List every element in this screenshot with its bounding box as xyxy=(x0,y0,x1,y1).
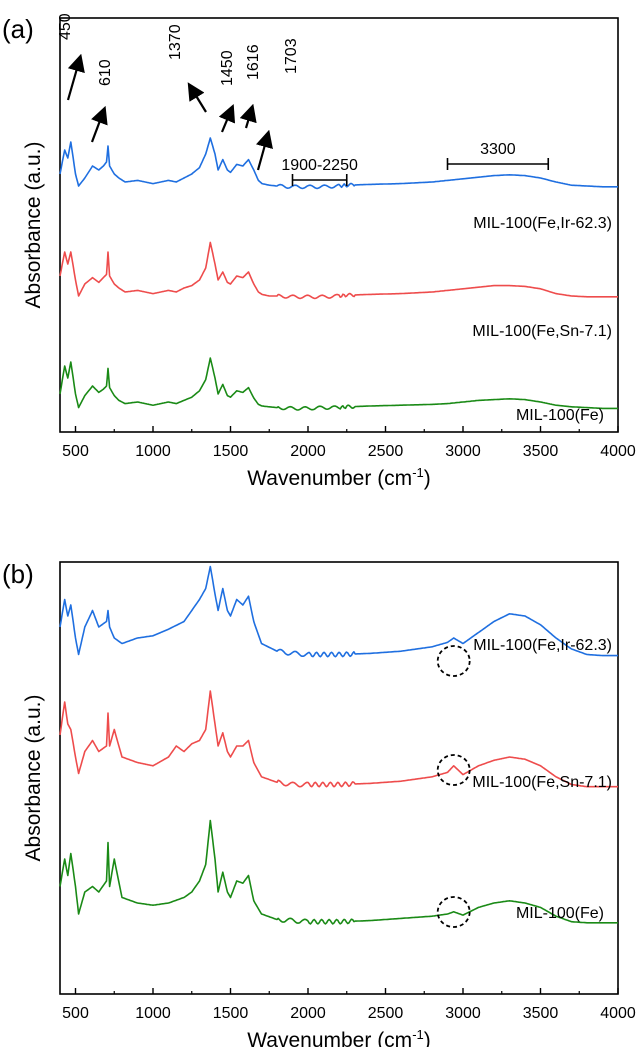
panel-a: (a) 500 1000 1500 2000 2500 3000 3500 4000 Wavenu… xyxy=(2,13,636,490)
plot-frame xyxy=(59,561,619,995)
x-tick-label: 500 xyxy=(62,1005,89,1022)
x-tick-label: 1500 xyxy=(213,1005,249,1022)
x-tick-label: 500 xyxy=(62,443,89,460)
x-tick-label: 1000 xyxy=(135,1005,171,1022)
series-line-mil-100-fe- xyxy=(59,357,618,411)
x-axis-title-sup: -1 xyxy=(412,1027,424,1042)
x-axis-title: Wavenumber (cm-1) xyxy=(247,465,431,490)
peak-label: 450 xyxy=(57,13,74,40)
peak-label: 1450 xyxy=(219,50,236,86)
x-tick-label: 4000 xyxy=(600,1005,636,1022)
series-label: MIL-100(Fe) xyxy=(516,905,604,922)
peak-arrow xyxy=(90,105,108,143)
x-tick-label: 2000 xyxy=(290,1005,326,1022)
peak-arrow xyxy=(187,82,207,113)
y-axis-title: Absorbance (a.u.) xyxy=(22,142,45,309)
plot-frame xyxy=(59,17,619,433)
x-axis-title-tail: ) xyxy=(424,1029,431,1047)
panel-label: (b) xyxy=(2,559,34,589)
x-axis-title-tail: ) xyxy=(424,467,431,490)
peak-arrow xyxy=(218,103,236,133)
x-tick-label: 4000 xyxy=(600,443,636,460)
series-label: MIL-100(Fe,Sn-7.1) xyxy=(472,774,612,791)
peak-label: 1370 xyxy=(167,24,184,60)
range-label: 1900-2250 xyxy=(281,157,358,174)
highlight-circle xyxy=(436,754,471,786)
panel-b: (b) 500 1000 1500 2000 2500 3000 3500 4000 Wavenu… xyxy=(2,559,636,1047)
x-tick-label: 3000 xyxy=(445,443,481,460)
peak-arrow xyxy=(239,103,257,129)
series-line-mil-100-fe-sn-7-1- xyxy=(59,690,618,788)
series-label: MIL-100(Fe,Ir-62.3) xyxy=(473,637,612,654)
range-label: 3300 xyxy=(480,141,516,158)
x-axis-title: Wavenumber (cm-1) xyxy=(247,1027,431,1047)
x-axis-title-main: Wavenumber (cm xyxy=(247,1029,412,1047)
x-axis-title-sup: -1 xyxy=(412,465,424,480)
x-tick-label: 1000 xyxy=(135,443,171,460)
highlight-circle xyxy=(436,896,471,928)
series-line-mil-100-fe-sn-7-1- xyxy=(59,241,618,300)
peak-label: 1616 xyxy=(245,44,262,80)
x-tick-label: 3500 xyxy=(523,443,559,460)
x-tick-label: 2000 xyxy=(290,443,326,460)
x-tick-label: 2500 xyxy=(368,443,404,460)
series-line-mil-100-fe-ir-62-3- xyxy=(59,137,618,190)
series-line-mil-100-fe-ir-62-3- xyxy=(59,565,618,658)
x-tick-label: 3000 xyxy=(445,1005,481,1022)
x-tick-label: 1500 xyxy=(213,443,249,460)
series-label: MIL-100(Fe,Sn-7.1) xyxy=(472,323,612,340)
y-axis-title: Absorbance (a.u.) xyxy=(22,695,45,862)
highlight-circle xyxy=(436,645,471,677)
panel-label: (a) xyxy=(2,14,34,44)
peak-arrow xyxy=(255,129,273,171)
series-label: MIL-100(Fe,Ir-62.3) xyxy=(473,215,612,232)
series-label: MIL-100(Fe) xyxy=(516,407,604,424)
peak-arrow xyxy=(66,53,85,101)
x-tick-label: 2500 xyxy=(368,1005,404,1022)
x-tick-label: 3500 xyxy=(523,1005,559,1022)
x-axis-title-main: Wavenumber (cm xyxy=(247,467,412,490)
series-line-mil-100-fe- xyxy=(59,819,618,925)
peak-label: 1703 xyxy=(283,38,300,74)
peak-label: 610 xyxy=(97,59,114,86)
